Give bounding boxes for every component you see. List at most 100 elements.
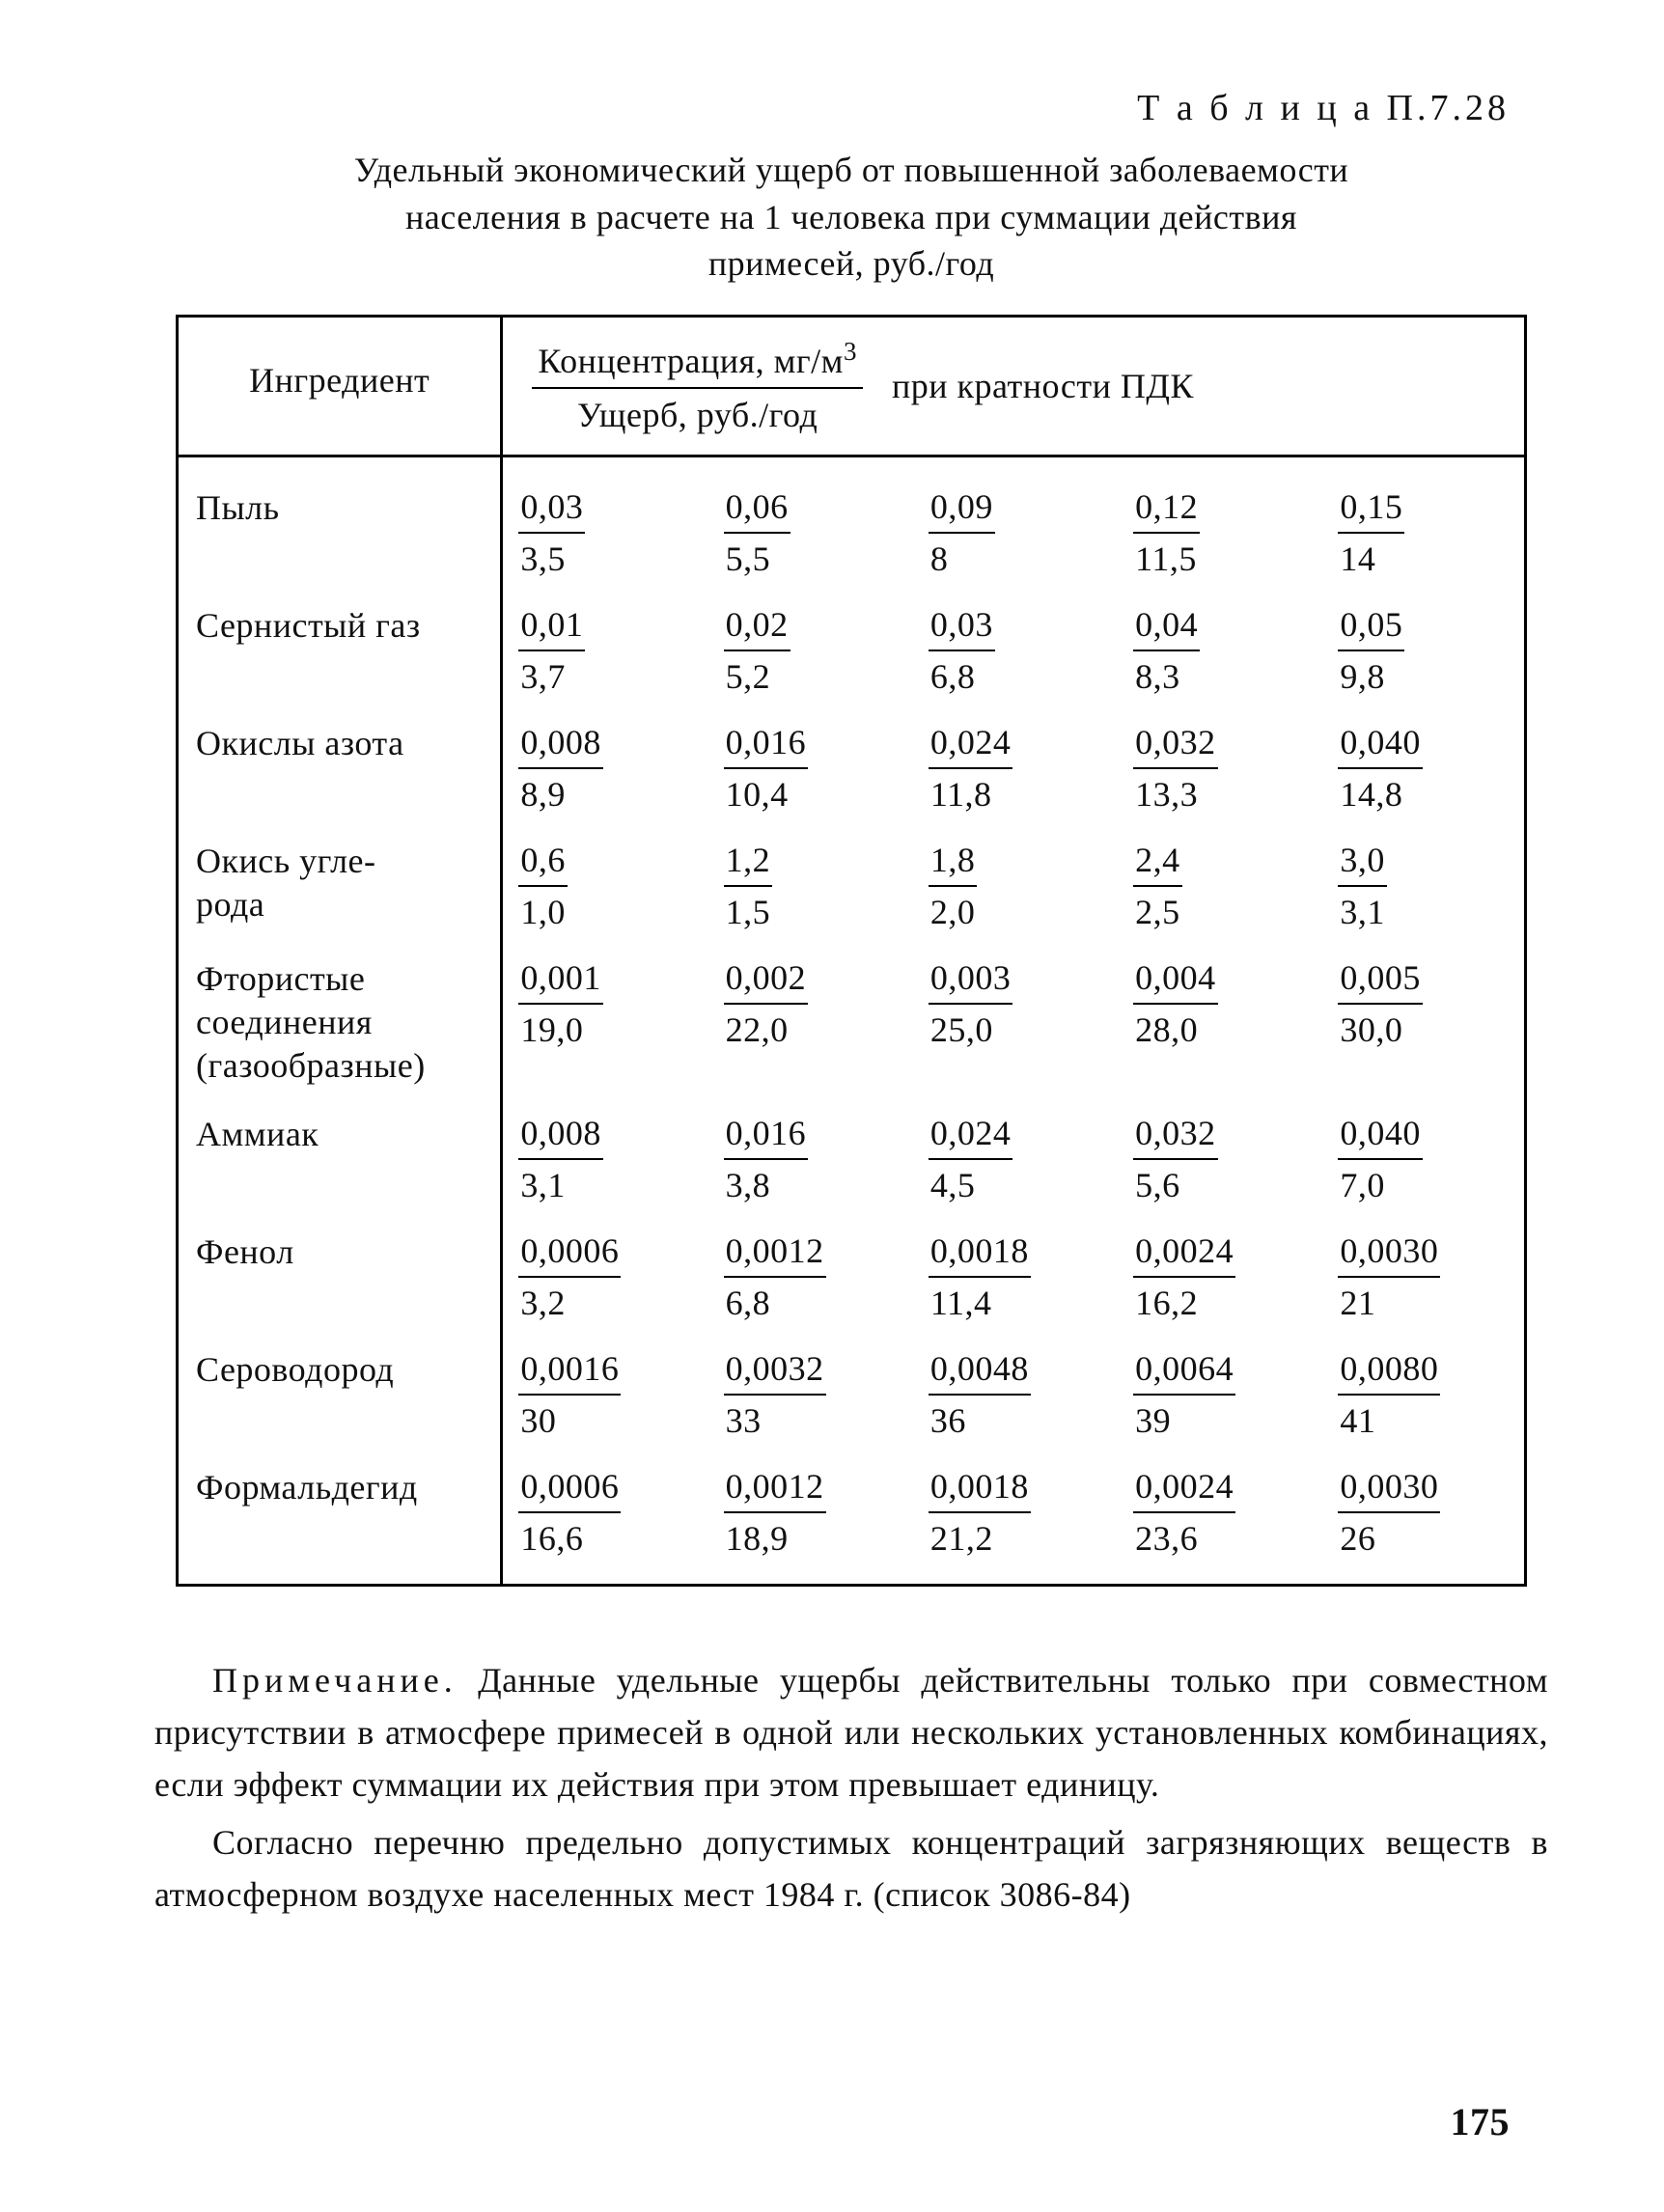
fraction-rule: [1133, 1394, 1235, 1396]
concentration-value: 0,002: [724, 957, 809, 1000]
value-cell: 0,04014,8: [1322, 705, 1525, 822]
value-fraction: 0,0018 21,2: [929, 1466, 1031, 1559]
value-cell: 0,00126,8: [708, 1213, 913, 1331]
ingredient-cell: Сернистый газ: [178, 587, 502, 705]
caption-line-2: населения в расчете на 1 человека при су…: [405, 198, 1297, 236]
value-cell: 0,0088,9: [502, 705, 708, 822]
concentration-value: 0,04: [1133, 604, 1200, 647]
damage-value: 14,8: [1338, 772, 1423, 815]
value-fraction: 0,00222,0: [724, 957, 809, 1050]
concentration-value: 0,03: [518, 486, 585, 529]
damage-value: 1,0: [518, 890, 568, 932]
damage-value: 3,7: [518, 654, 585, 697]
value-cell: 0,0325,6: [1118, 1095, 1322, 1213]
fraction-rule: [1133, 767, 1218, 769]
value-cell: 0,000616,6: [502, 1449, 708, 1586]
fraction-rule: [724, 1003, 809, 1005]
concentration-value: 0,0048: [929, 1348, 1031, 1391]
concentration-value: 1,8: [929, 840, 978, 882]
value-cell: 0,0083,1: [502, 1095, 708, 1213]
value-fraction: 0,006439: [1133, 1348, 1235, 1441]
concentration-value: 0,024: [929, 722, 1013, 764]
concentration-value: 0,005: [1338, 957, 1423, 1000]
table-row: Аммиак0,0083,10,0163,80,0244,50,0325,60,…: [178, 1095, 1526, 1213]
value-fraction: 0,1211,5: [1133, 486, 1200, 579]
concentration-value: 0,0018: [929, 1230, 1031, 1273]
table-row: Сернистый газ0,013,70,025,20,036,80,048,…: [178, 587, 1526, 705]
concentration-value: 0,0030: [1338, 1230, 1440, 1273]
concentration-value: 0,004: [1133, 957, 1218, 1000]
concentration-value: 0,040: [1338, 1113, 1423, 1155]
damage-value: 1,5: [724, 890, 773, 932]
fraction-rule: [724, 1511, 826, 1513]
concentration-value: 0,01: [518, 604, 585, 647]
concentration-value: 0,0064: [1133, 1348, 1235, 1391]
damage-value: 26: [1338, 1516, 1440, 1559]
value-fraction: 0,01 3,7: [518, 604, 585, 697]
ingredient-cell: Окислы азота: [178, 705, 502, 822]
damage-value: 8,9: [518, 772, 603, 815]
ingredient-cell: Окись угле-рода: [178, 822, 502, 940]
fraction-rule: [929, 1394, 1031, 1396]
concentration-value: 0,032: [1133, 722, 1218, 764]
damage-value: 30,0: [1338, 1008, 1423, 1050]
value-fraction: 0,1514: [1338, 486, 1404, 579]
value-fraction: 0,0088,9: [518, 722, 603, 815]
fraction-rule: [1338, 767, 1423, 769]
concentration-value: 0,003: [929, 957, 1013, 1000]
concentration-value: 0,03: [929, 604, 995, 647]
value-cell: 0,1514: [1322, 456, 1525, 587]
value-cell: 0,001630: [502, 1331, 708, 1449]
value-cell: 0,1211,5: [1118, 456, 1322, 587]
value-cell: 3,03,1: [1322, 822, 1525, 940]
header-pdk-label: при кратности ПДК: [892, 366, 1194, 406]
fraction-rule: [724, 1394, 826, 1396]
concentration-value: 0,0016: [518, 1348, 621, 1391]
header-damage-label: Ущерб, руб./год: [532, 391, 863, 435]
table-row: Пыль0,033,50,065,50,0980,1211,50,1514: [178, 456, 1526, 587]
damage-value: 13,3: [1133, 772, 1218, 815]
table-row: Окись угле-рода0,61,01,21,51,82,02,42,53…: [178, 822, 1526, 940]
value-fraction: 0,000616,6: [518, 1466, 621, 1559]
value-fraction: 0,00126,8: [724, 1230, 826, 1323]
value-fraction: 0,005 30,0: [1338, 957, 1423, 1050]
concentration-value: 0,0032: [724, 1348, 826, 1391]
caption-line-3: примесей, руб./год: [708, 244, 994, 283]
value-cell: 0,0018 21,2: [913, 1449, 1118, 1586]
damage-value: 19,0: [518, 1008, 603, 1050]
value-fraction: 0,001630: [518, 1348, 621, 1441]
value-fraction: 0,098: [929, 486, 995, 579]
note-paragraph-1: Примечание. Данные удельные ущербы дейст…: [154, 1654, 1548, 1811]
damage-value: 4,5: [929, 1163, 1013, 1205]
value-fraction: 0,004836: [929, 1348, 1031, 1441]
table-row: Фтористыесоединения(газообразные)0,00119…: [178, 940, 1526, 1095]
damage-value: 18,9: [724, 1516, 826, 1559]
damage-value: 3,1: [518, 1163, 603, 1205]
concentration-value: 0,0012: [724, 1466, 826, 1508]
concentration-value: 0,0080: [1338, 1348, 1440, 1391]
fraction-rule: [929, 1276, 1031, 1278]
damage-value: 21,2: [929, 1516, 1031, 1559]
damage-value: 14: [1338, 537, 1404, 579]
value-fraction: 0,61,0: [518, 840, 568, 932]
damage-value: 41: [1338, 1398, 1440, 1441]
value-cell: 0,61,0: [502, 822, 708, 940]
damage-value: 8: [929, 537, 995, 579]
value-cell: 1,21,5: [708, 822, 913, 940]
fraction-rule: [1338, 1511, 1440, 1513]
value-cell: 0,098: [913, 456, 1118, 587]
damage-value: 33: [724, 1398, 826, 1441]
value-cell: 0,0163,8: [708, 1095, 913, 1213]
concentration-value: 0,12: [1133, 486, 1200, 529]
fraction-rule: [1338, 885, 1387, 887]
fraction-rule: [1133, 532, 1200, 534]
concentration-value: 0,0018: [929, 1466, 1031, 1508]
value-cell: 0,032 13,3: [1118, 705, 1322, 822]
value-fraction: 0,0032 33: [724, 1348, 826, 1441]
fraction-rule: [724, 532, 790, 534]
damage-value: 28,0: [1133, 1008, 1218, 1050]
concentration-value: 0,032: [1133, 1113, 1218, 1155]
value-cell: 0,0012 18,9: [708, 1449, 913, 1586]
fraction-rule: [1133, 650, 1200, 651]
damage-value: 9,8: [1338, 654, 1404, 697]
